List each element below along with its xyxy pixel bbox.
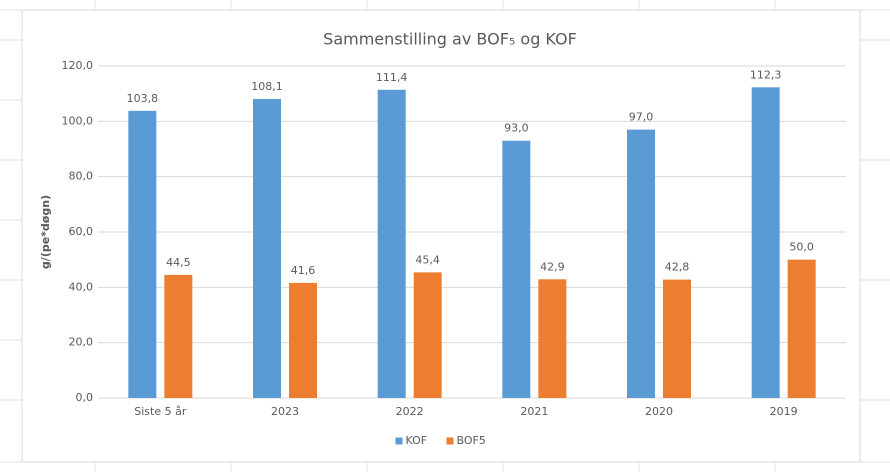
bar	[787, 259, 816, 398]
bar	[751, 87, 780, 398]
y-tick-label: 100,0	[62, 114, 94, 127]
bar	[627, 129, 655, 398]
data-label: 108,1	[251, 80, 283, 93]
x-tick-label: Siste 5 år	[134, 405, 187, 418]
legend-swatch	[446, 437, 454, 445]
y-tick-label: 120,0	[62, 59, 94, 72]
legend-label: KOF	[406, 434, 428, 447]
bar	[538, 279, 567, 398]
data-label: 50,0	[789, 241, 814, 254]
legend-label: BOF5	[457, 434, 486, 447]
bar	[377, 89, 406, 398]
data-label: 45,4	[415, 253, 440, 266]
data-label: 93,0	[504, 122, 529, 135]
bar	[253, 98, 281, 398]
data-label: 42,9	[540, 260, 565, 273]
x-tick-label: 2022	[396, 405, 424, 418]
data-label: 111,4	[376, 71, 408, 84]
y-tick-label: 20,0	[69, 336, 94, 349]
x-tick-label: 2023	[271, 405, 299, 418]
x-tick-label: 2020	[645, 405, 673, 418]
data-label: 42,8	[665, 261, 690, 274]
bar	[413, 272, 442, 398]
y-tick-label: 0,0	[76, 391, 94, 404]
bar	[663, 279, 691, 398]
data-label: 112,3	[750, 68, 782, 81]
data-label: 41,6	[291, 264, 316, 277]
x-tick-label: 2021	[520, 405, 548, 418]
bar	[164, 274, 193, 398]
data-label: 103,8	[127, 92, 159, 105]
y-tick-label: 80,0	[69, 170, 94, 183]
data-label: 97,0	[629, 111, 654, 124]
bar	[128, 110, 157, 398]
legend-swatch	[395, 437, 403, 445]
bar	[289, 282, 317, 398]
data-label: 44,5	[166, 256, 191, 269]
x-tick-label: 2019	[770, 405, 798, 418]
bar	[502, 140, 531, 398]
y-tick-label: 60,0	[69, 225, 94, 238]
chart-title: Sammenstilling av BOF₅ og KOF	[323, 30, 577, 49]
y-axis-title: g/(pe*døgn)	[39, 195, 52, 269]
y-tick-label: 40,0	[69, 280, 94, 293]
